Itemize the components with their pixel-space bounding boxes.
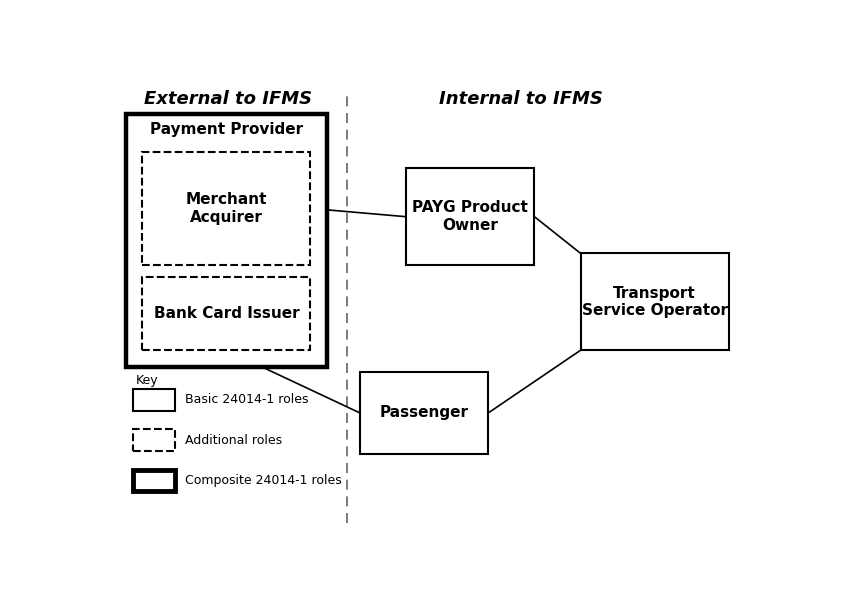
Text: Transport
Service Operator: Transport Service Operator — [581, 286, 728, 318]
Text: Internal to IFMS: Internal to IFMS — [439, 90, 604, 108]
FancyBboxPatch shape — [360, 371, 488, 454]
FancyBboxPatch shape — [143, 152, 310, 265]
FancyBboxPatch shape — [133, 429, 175, 451]
Text: Bank Card Issuer: Bank Card Issuer — [154, 306, 299, 321]
FancyBboxPatch shape — [406, 168, 535, 265]
Text: Payment Provider: Payment Provider — [150, 122, 303, 138]
FancyBboxPatch shape — [126, 114, 327, 367]
Text: Passenger: Passenger — [380, 405, 468, 421]
Text: Additional roles: Additional roles — [185, 433, 282, 446]
Text: PAYG Product
Owner: PAYG Product Owner — [412, 201, 528, 233]
Text: Merchant
Acquirer: Merchant Acquirer — [185, 192, 267, 225]
Text: Key: Key — [136, 374, 158, 387]
FancyBboxPatch shape — [581, 254, 728, 350]
FancyBboxPatch shape — [133, 470, 175, 491]
Text: Basic 24014-1 roles: Basic 24014-1 roles — [185, 394, 309, 406]
FancyBboxPatch shape — [133, 389, 175, 411]
FancyBboxPatch shape — [143, 277, 310, 350]
Text: External to IFMS: External to IFMS — [144, 90, 312, 108]
Text: Composite 24014-1 roles: Composite 24014-1 roles — [185, 474, 342, 487]
